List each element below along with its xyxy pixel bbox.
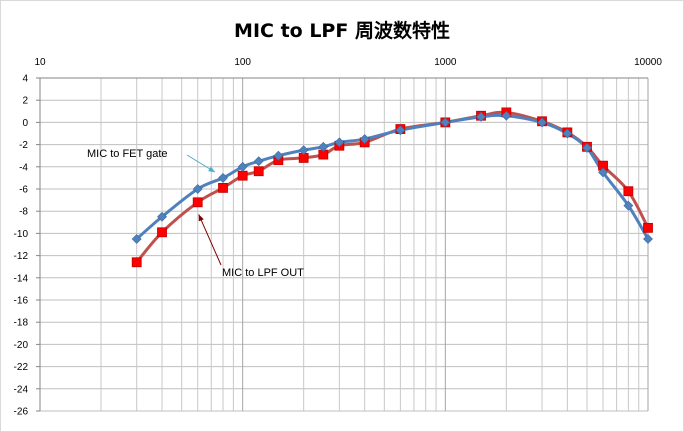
y-tick-label: -12 [14,251,29,262]
data-point-fet-gate [395,125,406,136]
data-point-fet-gate [131,234,142,244]
data-point-fet-gate [218,172,228,183]
y-tick-label: -6 [19,185,28,196]
data-point-lpf-out [192,197,203,208]
y-tick-label: -18 [14,318,29,329]
y-tick-label: -20 [14,340,29,351]
data-point-lpf-out [157,227,167,238]
data-point-fet-gate [253,156,264,167]
data-point-fet-gate [237,161,248,172]
data-point-fet-gate [157,211,167,222]
annotation-fet-gate-arrowhead [208,166,216,173]
data-point-fet-gate [440,117,451,128]
data-point-lpf-out [237,170,248,181]
data-point-fet-gate [298,145,309,156]
y-tick-label: -14 [14,273,29,284]
x-tick-label: 1000 [434,57,457,68]
axes: 4 2 0 -2 -4 -6 -8 -10 -12 -14 -16 -18 -20 -22 -24 -26 10… [14,57,663,418]
y-tick-label: 2 [22,96,28,107]
data-point-lpf-out [218,182,228,193]
x-tick-label: 10000 [634,57,662,68]
data-point-fet-gate [359,134,370,144]
annotation-lpf-out-label: MIC to LPF OUT [222,267,304,279]
data-point-fet-gate [598,167,608,178]
data-point-lpf-out [253,166,264,177]
data-point-lpf-out [623,186,634,197]
y-tick-label: 4 [22,74,28,85]
annotation-lpf-out-arrow [198,214,222,266]
y-tick-label: -24 [14,384,29,395]
data-point-fet-gate [318,141,329,152]
y-tick-label: -10 [14,229,29,240]
data-point-fet-gate [582,143,592,153]
y-tick-label: -26 [14,407,29,418]
data-point-fet-gate [334,137,345,148]
data-point-fet-gate [623,200,634,211]
data-point-lpf-out [643,222,653,233]
data-point-lpf-out [131,257,142,268]
x-tick-label: 100 [234,57,251,68]
data-point-fet-gate [273,150,284,161]
data-point-fet-gate [476,111,486,122]
series [131,107,653,268]
data-point-fet-gate [562,128,573,139]
y-tick-label: -22 [14,362,29,373]
y-tick-label: -16 [14,296,29,307]
y-tick-label: -2 [19,140,28,151]
data-point-fet-gate [643,234,653,244]
data-point-fet-gate [192,184,203,194]
annotation-fet-gate-label: MIC to FET gate [87,148,168,160]
chart-title: MIC to LPF 周波数特性 [234,19,450,42]
y-tick-label: 0 [22,118,28,129]
y-tick-label: -8 [19,207,28,218]
data-point-fet-gate [537,117,547,128]
x-tick-label: 10 [34,57,46,68]
annotations: MIC to FET gate MIC to LPF OUT [87,148,304,279]
data-point-fet-gate [501,110,512,121]
y-tick-label: -4 [19,162,28,173]
annotation-lpf-out-arrowhead [198,214,204,222]
